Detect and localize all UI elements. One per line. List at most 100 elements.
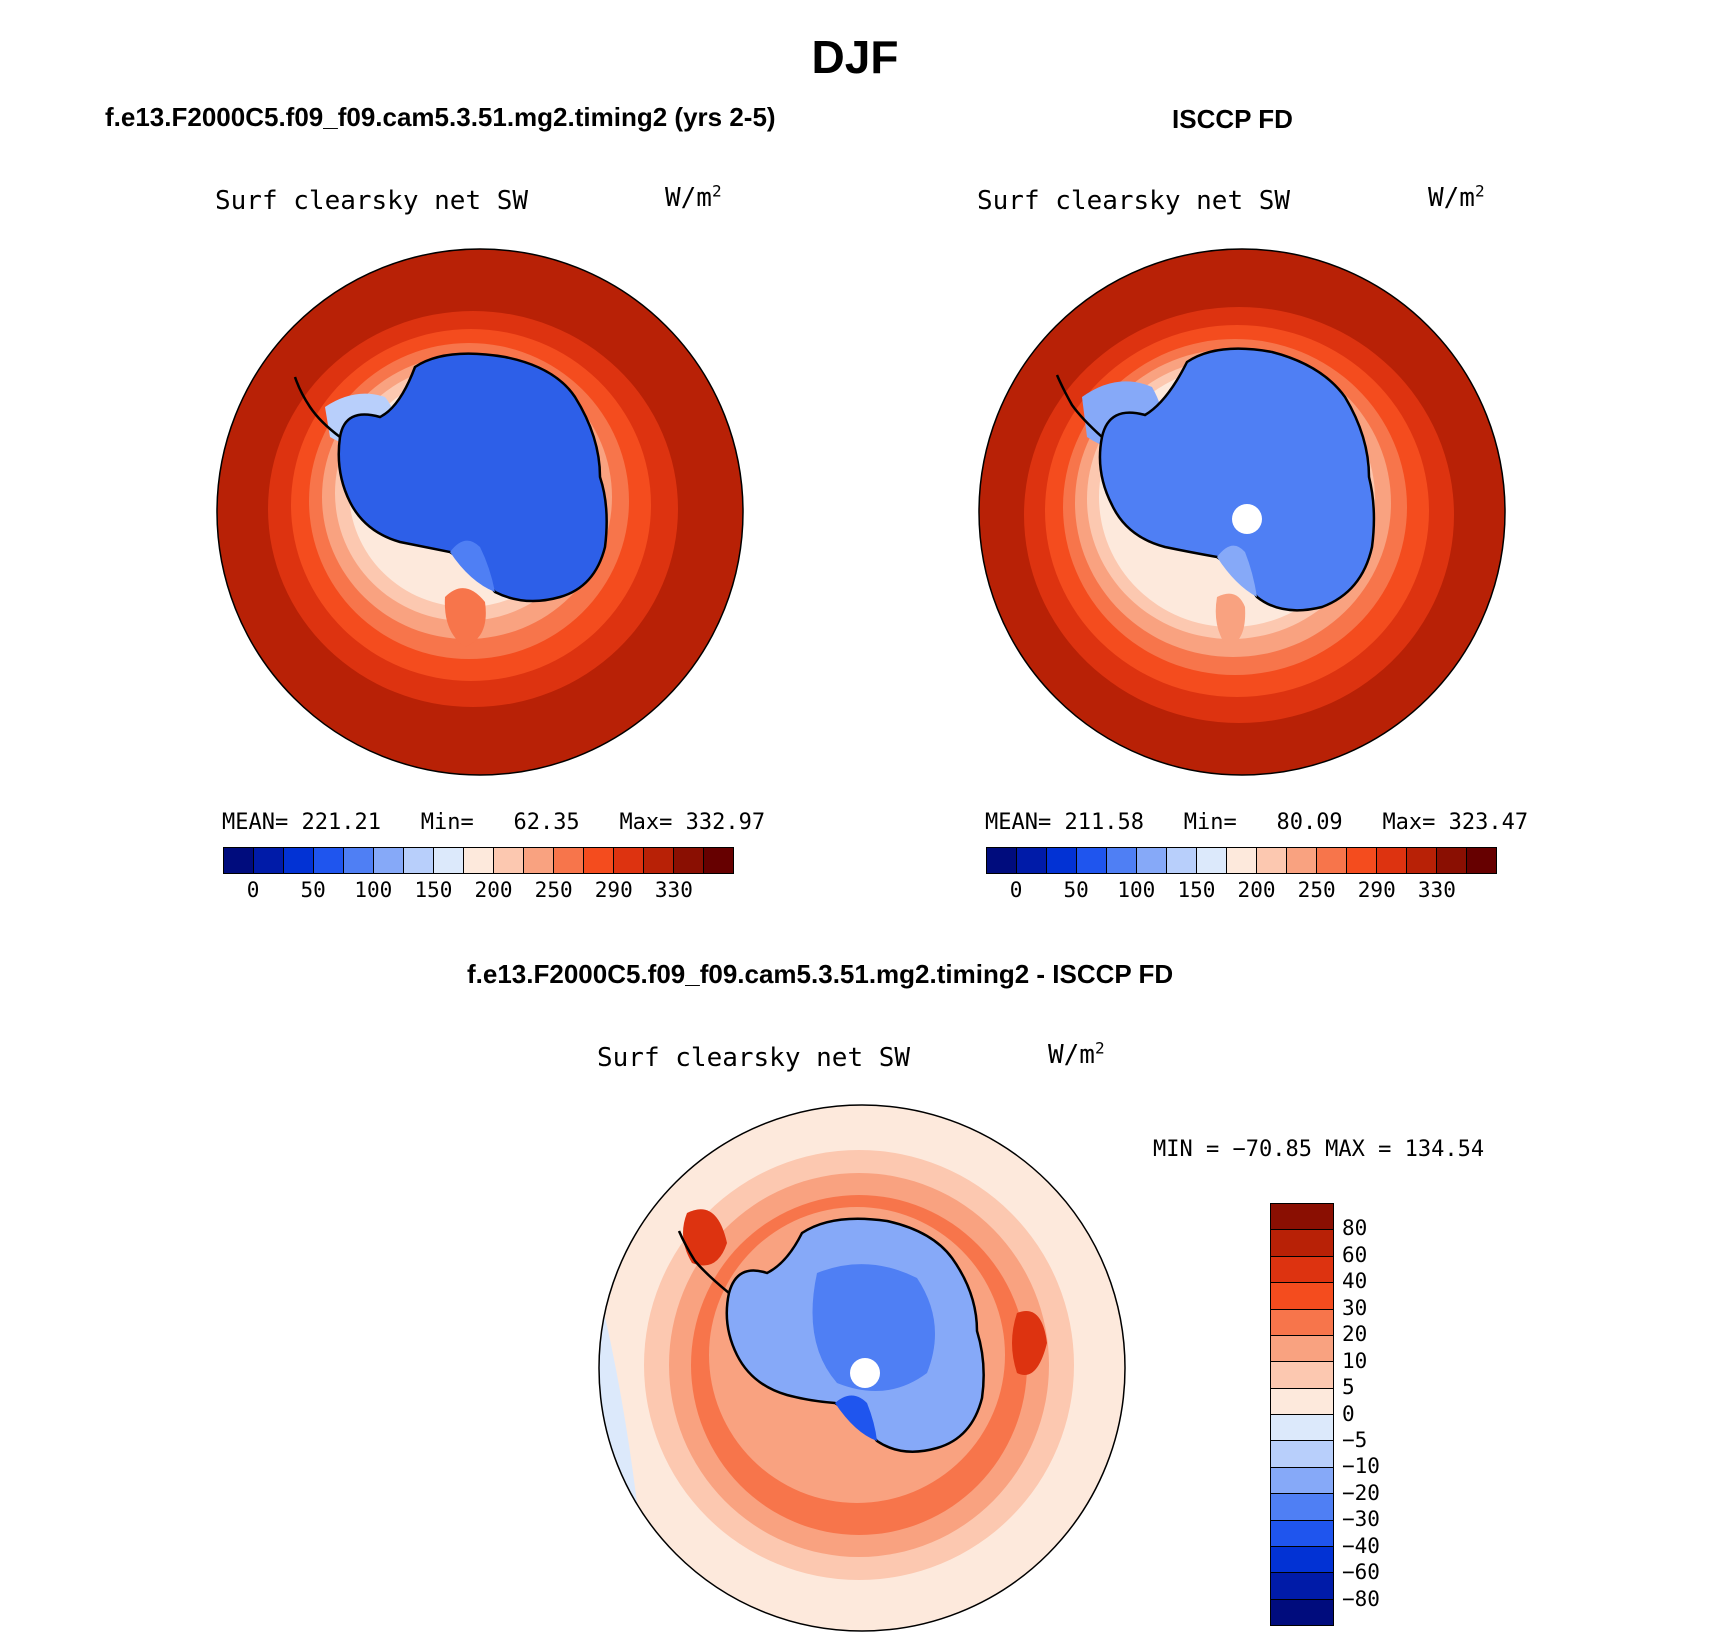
panel-1-min: 62.35 xyxy=(513,810,580,835)
colorbar-2-swatch-10 xyxy=(1287,848,1317,873)
panel-1-colorbar xyxy=(223,847,734,874)
map-2-ross-shelf xyxy=(1217,545,1257,597)
colorbar-1-swatch-15 xyxy=(674,848,704,873)
colorbar-3-tick-label: 0 xyxy=(1342,1401,1355,1426)
colorbar-1-tick-label: 200 xyxy=(474,878,513,902)
colorbar-3-swatch-3 xyxy=(1271,1283,1333,1310)
panel-3-colorbar xyxy=(1270,1203,1334,1626)
panel-2-mean: 211.58 xyxy=(1064,810,1144,835)
colorbar-1-tick-label: 250 xyxy=(534,878,573,902)
colorbar-1-tick-label: 330 xyxy=(654,878,693,902)
colorbar-1-swatch-8 xyxy=(464,848,494,873)
colorbar-2-swatch-16 xyxy=(1467,848,1496,873)
colorbar-3-swatch-14 xyxy=(1271,1573,1333,1600)
colorbar-3-swatch-11 xyxy=(1271,1494,1333,1521)
colorbar-2-swatch-11 xyxy=(1317,848,1347,873)
colorbar-3-tick-label: 20 xyxy=(1342,1322,1368,1347)
colorbar-3-swatch-7 xyxy=(1271,1388,1333,1415)
panel-2-units: W/m2 xyxy=(1428,181,1485,213)
colorbar-1-swatch-5 xyxy=(374,848,404,873)
panel-1-units: W/m2 xyxy=(665,181,722,213)
colorbar-3-tick-label: 40 xyxy=(1342,1269,1368,1294)
colorbar-2-swatch-6 xyxy=(1167,848,1197,873)
colorbar-2-swatch-1 xyxy=(1017,848,1047,873)
map-3-hotspot-e xyxy=(1012,1311,1047,1375)
figure-title: DJF xyxy=(811,31,899,83)
map-2-border xyxy=(978,248,1506,776)
colorbar-1-tick-label: 100 xyxy=(354,878,393,902)
colorbar-1-swatch-13 xyxy=(614,848,644,873)
panel-2-max: 323.47 xyxy=(1448,810,1529,835)
colorbar-2-tick-label: 100 xyxy=(1117,878,1156,902)
colorbar-1-swatch-2 xyxy=(284,848,314,873)
colorbar-3-swatch-0 xyxy=(1271,1204,1333,1231)
colorbar-3-swatch-6 xyxy=(1271,1362,1333,1389)
map-2-peninsula xyxy=(1055,374,1103,438)
colorbar-1-swatch-3 xyxy=(314,848,344,873)
panel-1-mean: 221.21 xyxy=(301,810,381,835)
colorbar-3-swatch-12 xyxy=(1271,1520,1333,1547)
colorbar-2-tick-label: 0 xyxy=(1009,878,1023,902)
map-1-border xyxy=(216,248,744,776)
colorbar-2-swatch-2 xyxy=(1047,848,1077,873)
colorbar-3-swatch-5 xyxy=(1271,1335,1333,1363)
colorbar-3-swatch-10 xyxy=(1271,1467,1333,1495)
colorbar-2-swatch-0 xyxy=(987,848,1017,873)
colorbar-3-tick-label: 80 xyxy=(1342,1216,1368,1241)
colorbar-1-swatch-14 xyxy=(644,848,674,873)
colorbar-1-swatch-7 xyxy=(434,848,464,873)
map-3-peninsula xyxy=(677,1230,730,1294)
panel-1-map xyxy=(216,248,744,776)
panel-3-units: W/m2 xyxy=(1048,1038,1105,1070)
colorbar-2-swatch-12 xyxy=(1347,848,1377,873)
panel-2-stats: MEAN= 211.58 Min= 80.09 Max= 323.47 xyxy=(985,810,1529,835)
colorbar-3-tick-label: 60 xyxy=(1342,1242,1368,1267)
colorbar-3-tick-label: −10 xyxy=(1342,1454,1380,1479)
map-3-pole-hole xyxy=(850,1358,880,1388)
colorbar-3-tick-label: −30 xyxy=(1342,1507,1380,1532)
colorbar-3-tick-label: −80 xyxy=(1342,1586,1380,1611)
colorbar-2-swatch-9 xyxy=(1257,848,1287,873)
colorbar-2-tick-label: 200 xyxy=(1237,878,1276,902)
colorbar-3-tick-label: −40 xyxy=(1342,1533,1380,1558)
colorbar-2-swatch-5 xyxy=(1137,848,1167,873)
map-3-ross-strong-neg xyxy=(835,1395,877,1441)
colorbar-1-swatch-12 xyxy=(584,848,614,873)
colorbar-2-swatch-14 xyxy=(1407,848,1437,873)
colorbar-2-swatch-13 xyxy=(1377,848,1407,873)
colorbar-3-swatch-2 xyxy=(1271,1256,1333,1284)
colorbar-3-tick-label: −60 xyxy=(1342,1560,1380,1585)
colorbar-1-swatch-0 xyxy=(224,848,254,873)
colorbar-3-tick-label: −20 xyxy=(1342,1480,1380,1505)
colorbar-3-swatch-13 xyxy=(1271,1546,1333,1574)
colorbar-3-swatch-9 xyxy=(1271,1441,1333,1468)
colorbar-3-tick-label: 30 xyxy=(1342,1295,1368,1320)
colorbar-1-tick-label: 0 xyxy=(246,878,260,902)
colorbar-2-swatch-3 xyxy=(1077,848,1107,873)
colorbar-2-tick-label: 50 xyxy=(1063,878,1089,902)
colorbar-1-tick-label: 50 xyxy=(300,878,326,902)
map-3-interior-neg xyxy=(812,1264,935,1391)
map-1-peninsula xyxy=(293,376,341,438)
colorbar-3-tick-label: 10 xyxy=(1342,1348,1368,1373)
colorbar-1-swatch-6 xyxy=(404,848,434,873)
panel-1-variable: Surf clearsky net SW xyxy=(215,186,529,216)
map-1-antarctica xyxy=(337,352,608,603)
panel-2-min: 80.09 xyxy=(1276,810,1343,835)
panel-1-max: 332.97 xyxy=(685,810,766,835)
colorbar-2-tick-label: 150 xyxy=(1177,878,1216,902)
colorbar-3-swatch-4 xyxy=(1271,1309,1333,1336)
panel-2-title: ISCCP FD xyxy=(1172,104,1293,134)
colorbar-1-swatch-9 xyxy=(494,848,524,873)
colorbar-3-tick-label: −5 xyxy=(1342,1427,1368,1452)
colorbar-1-tick-label: 290 xyxy=(594,878,633,902)
colorbar-1-swatch-11 xyxy=(554,848,584,873)
panel-2-map xyxy=(978,248,1506,776)
panel-1-title: f.e13.F2000C5.f09_f09.cam5.3.51.mg2.timi… xyxy=(105,102,776,132)
colorbar-3-tick-label: 5 xyxy=(1342,1375,1355,1400)
colorbar-1-swatch-1 xyxy=(254,848,284,873)
colorbar-2-swatch-4 xyxy=(1107,848,1137,873)
map-2-weddell-warm xyxy=(1215,593,1246,647)
colorbar-1-swatch-10 xyxy=(524,848,554,873)
colorbar-2-swatch-8 xyxy=(1227,848,1257,873)
